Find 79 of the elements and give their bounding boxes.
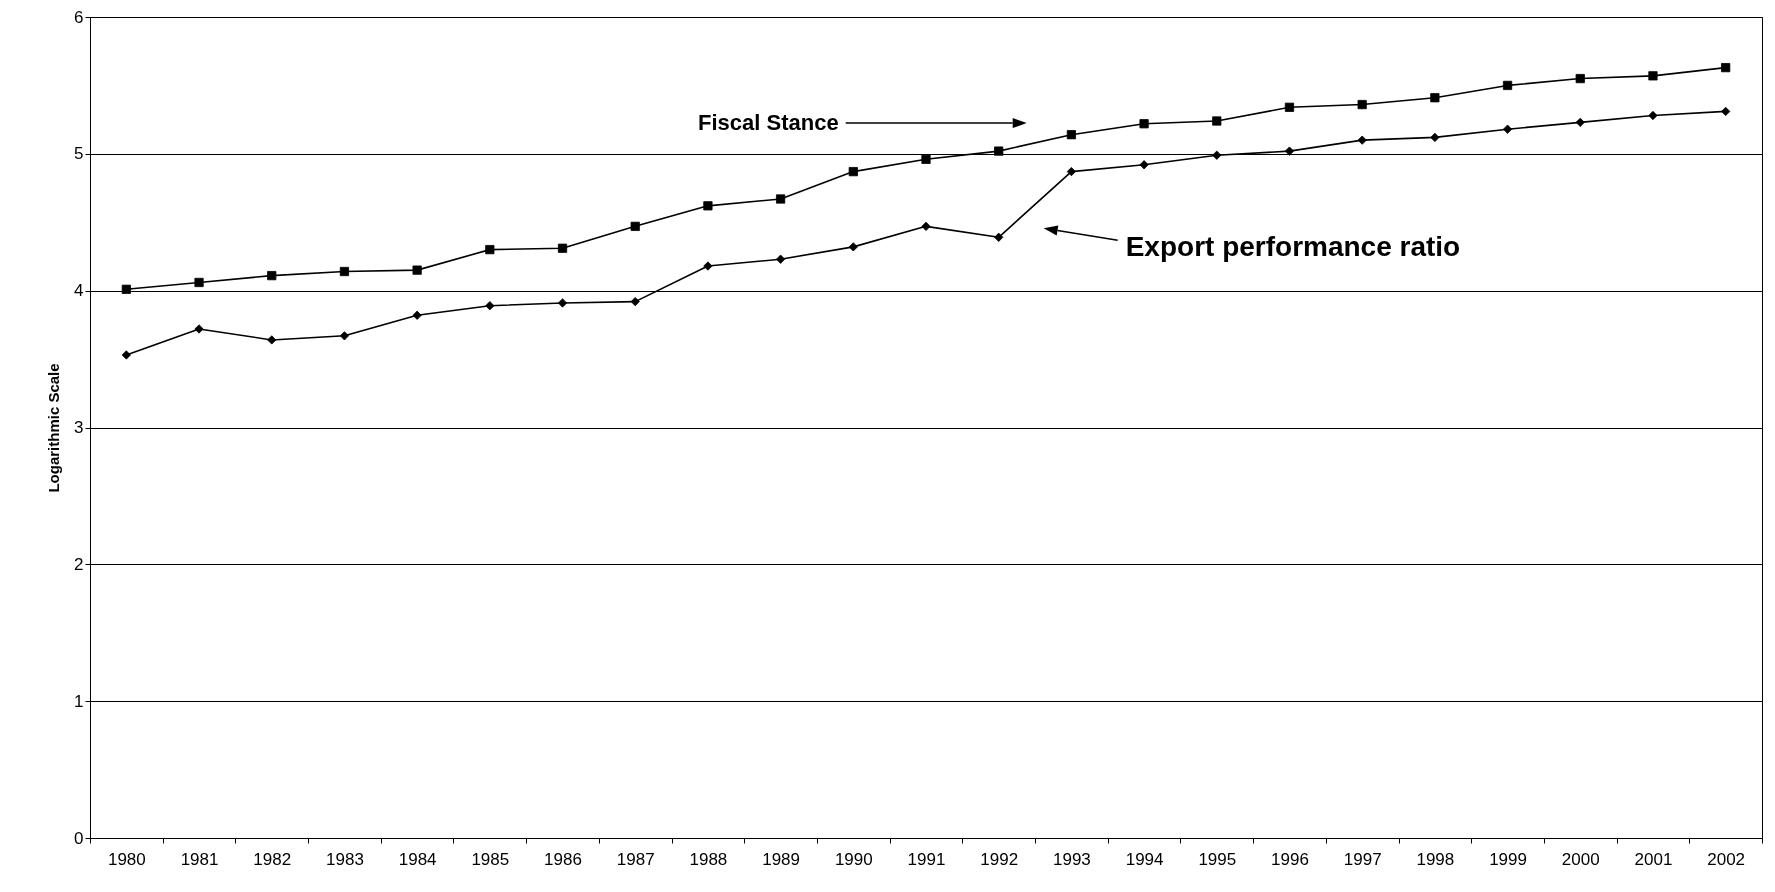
point [703, 261, 713, 271]
point [412, 265, 422, 275]
point [994, 146, 1004, 156]
point [1357, 135, 1367, 145]
x-tick-label: 1982 [253, 849, 292, 869]
series-label: Fiscal Stance [698, 110, 839, 136]
point [630, 297, 640, 307]
point [121, 350, 131, 360]
x-tick-label: 1995 [1198, 849, 1237, 869]
x-tick-label: 2002 [1707, 849, 1746, 869]
x-tick-label: 1992 [980, 849, 1019, 869]
x-tick-label: 1981 [180, 849, 219, 869]
x-tick-label: 1998 [1416, 849, 1455, 869]
y-tick-label: 2 [74, 554, 84, 574]
point [1721, 106, 1731, 116]
point [1575, 117, 1585, 127]
point [1430, 93, 1440, 103]
point [194, 324, 204, 334]
point [921, 221, 931, 231]
point [703, 201, 713, 211]
point [557, 298, 568, 308]
point [267, 271, 277, 281]
point [630, 221, 640, 231]
point [1212, 116, 1222, 126]
point [776, 254, 786, 264]
x-tick-label: 1990 [834, 849, 873, 869]
x-tick-label: 1993 [1052, 849, 1091, 869]
point [1066, 167, 1076, 177]
x-tick-label: 1997 [1343, 849, 1382, 869]
point [1648, 110, 1658, 121]
point [1139, 119, 1149, 129]
point [339, 266, 350, 277]
point [339, 331, 350, 341]
x-tick-label: 1988 [689, 849, 728, 869]
point [1066, 130, 1076, 140]
point [1502, 124, 1513, 134]
x-tick-label: 1983 [326, 849, 364, 869]
y-tick-label: 0 [74, 828, 84, 848]
point [848, 167, 858, 177]
point [1284, 102, 1295, 112]
x-tick-label: 1986 [544, 849, 582, 869]
x-tick-label: 2000 [1561, 849, 1600, 869]
point [848, 242, 858, 252]
x-tick-label: 1989 [762, 849, 801, 869]
point [557, 243, 568, 253]
x-tick-label: 1984 [398, 849, 437, 869]
point [1648, 71, 1658, 81]
y-tick-label: 6 [74, 7, 84, 27]
point [412, 310, 422, 320]
point [1139, 160, 1149, 170]
x-tick-label: 1996 [1271, 849, 1309, 869]
legend-label: Export performance ratio [1125, 231, 1461, 263]
y-tick-label: 1 [74, 691, 84, 711]
x-tick-label: 1987 [616, 849, 655, 869]
point [776, 194, 786, 204]
point [121, 284, 131, 294]
x-tick-label: 2001 [1634, 849, 1673, 869]
y-tick-label: 4 [74, 281, 84, 301]
point [1357, 99, 1367, 110]
y-tick-label: 5 [74, 144, 84, 164]
point [1575, 73, 1585, 84]
y-axis-title: Logarithmic Scale [45, 363, 63, 493]
point [485, 245, 495, 255]
point [1284, 146, 1295, 156]
point [921, 154, 931, 164]
point [994, 232, 1004, 242]
point [194, 277, 204, 288]
point [1502, 80, 1513, 90]
point [1212, 150, 1222, 160]
point [1430, 132, 1440, 142]
x-tick-label: 1985 [471, 849, 510, 869]
x-tick-label: 1994 [1125, 849, 1164, 869]
point [267, 335, 277, 345]
y-tick-label: 3 [74, 418, 84, 437]
x-tick-label: 1980 [107, 849, 146, 869]
point [1721, 63, 1731, 73]
x-tick-label: 1999 [1489, 849, 1527, 869]
point [485, 301, 495, 311]
x-tick-label: 1991 [907, 849, 946, 869]
